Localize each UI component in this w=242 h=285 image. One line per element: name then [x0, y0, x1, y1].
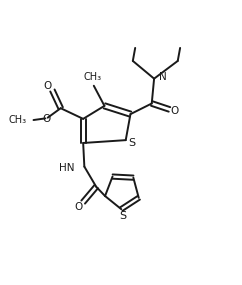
Text: O: O — [171, 106, 179, 116]
Text: O: O — [43, 81, 51, 91]
Text: S: S — [119, 211, 126, 221]
Text: S: S — [128, 137, 135, 148]
Text: N: N — [159, 72, 167, 82]
Text: HN: HN — [59, 163, 75, 173]
Text: O: O — [74, 202, 83, 212]
Text: O: O — [42, 114, 51, 124]
Text: CH₃: CH₃ — [83, 72, 102, 82]
Text: CH₃: CH₃ — [8, 115, 26, 125]
